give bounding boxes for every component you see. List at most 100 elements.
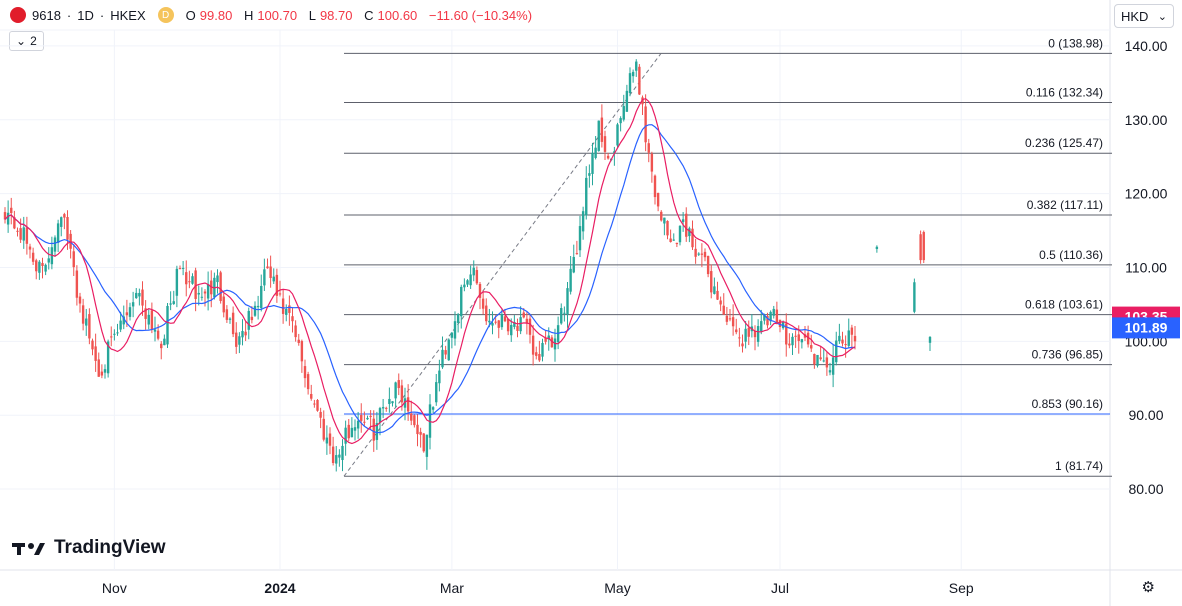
candle-body: [606, 155, 610, 159]
candle: [800, 338, 804, 349]
candle-body: [431, 407, 435, 410]
candle-body: [356, 420, 360, 429]
candle-body: [753, 330, 757, 338]
candle: [444, 345, 447, 360]
candle: [666, 220, 669, 240]
candle: [513, 315, 516, 330]
candle: [3, 207, 7, 224]
candle-body: [647, 143, 650, 153]
candle: [788, 333, 791, 349]
candle: [206, 271, 210, 311]
candle-body: [78, 296, 82, 304]
candle: [616, 122, 619, 148]
candle: [141, 281, 144, 316]
candle: [850, 324, 854, 348]
candle-body: [641, 97, 644, 105]
open-label: O: [185, 7, 196, 23]
candle-body: [822, 360, 825, 362]
candle-body: [478, 283, 482, 298]
candle-body: [450, 332, 454, 338]
symbol-name[interactable]: 9618: [32, 7, 61, 23]
candle-body: [491, 323, 494, 326]
candle: [794, 330, 797, 348]
candle: [806, 325, 810, 348]
candle-body: [928, 336, 932, 343]
fib-level-label: 0.116 (132.34): [1026, 85, 1103, 99]
candle-body: [363, 421, 366, 423]
candle-body: [119, 320, 122, 330]
candle-body: [600, 117, 604, 142]
tradingview-logo[interactable]: TradingView: [12, 537, 166, 559]
candle-body: [381, 407, 385, 409]
candle: [28, 243, 32, 259]
candle: [775, 301, 779, 325]
candle-body: [725, 315, 729, 322]
candle: [572, 244, 575, 274]
candle-body: [325, 437, 329, 444]
candle-body: [178, 268, 182, 270]
delayed-data-badge[interactable]: D: [157, 7, 174, 23]
candle-body: [666, 220, 669, 236]
candle-body: [222, 296, 225, 313]
high-label: H: [243, 7, 254, 23]
candle-body: [53, 237, 57, 252]
candle: [360, 403, 363, 433]
candle-body: [706, 255, 710, 275]
candle: [585, 166, 588, 220]
candle: [828, 362, 832, 376]
candle: [22, 216, 25, 249]
candle: [297, 333, 300, 346]
candle-body: [294, 325, 297, 338]
candle-body: [688, 228, 691, 237]
candle: [235, 322, 238, 354]
candle-body: [244, 331, 247, 336]
candle: [756, 319, 760, 347]
candle-body: [13, 217, 16, 229]
candle: [406, 384, 410, 421]
candle-body: [531, 335, 535, 355]
candle-body: [678, 225, 682, 243]
candle: [69, 230, 72, 259]
candle: [210, 270, 213, 308]
candle-body: [835, 340, 838, 363]
candle-body: [663, 217, 666, 224]
candle-body: [247, 310, 250, 330]
candle: [178, 265, 182, 270]
candle: [72, 244, 75, 276]
candle: [447, 338, 450, 361]
candle: [344, 420, 347, 456]
candle: [803, 326, 807, 342]
candle: [216, 269, 219, 294]
candle-body: [22, 227, 25, 241]
candle-body: [216, 275, 219, 283]
candle-body: [100, 371, 104, 376]
candle: [694, 238, 697, 264]
candle: [841, 331, 844, 347]
candle: [322, 410, 325, 442]
candle-body: [353, 427, 357, 431]
candle: [47, 247, 50, 270]
candle: [181, 260, 185, 276]
candle-body: [403, 398, 407, 408]
candle-body: [28, 246, 32, 250]
candle-body: [503, 316, 507, 322]
candle: [581, 206, 585, 240]
interval[interactable]: 1D: [77, 7, 94, 23]
candle-body: [622, 106, 625, 120]
candle-body: [66, 217, 69, 240]
settings-gear-icon[interactable]: ⚙: [1141, 579, 1155, 596]
candle: [725, 306, 729, 326]
candle: [813, 353, 816, 369]
candle: [460, 284, 463, 329]
currency-selector[interactable]: HKD ⌄: [1114, 4, 1174, 28]
candle-body: [63, 214, 66, 218]
candle-body: [919, 234, 922, 261]
candle-body: [913, 282, 916, 312]
candle: [316, 399, 319, 412]
candle-body: [513, 322, 516, 327]
candle-body: [341, 445, 344, 461]
candle: [744, 321, 747, 349]
candle-body: [285, 308, 288, 315]
high-value: 100.70: [257, 7, 298, 23]
